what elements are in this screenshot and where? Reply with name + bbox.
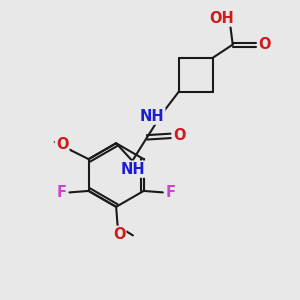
Text: O: O <box>258 37 271 52</box>
Text: O: O <box>173 128 186 143</box>
Text: OH: OH <box>209 11 234 26</box>
Text: F: F <box>56 185 66 200</box>
Text: O: O <box>113 227 125 242</box>
Text: NH: NH <box>140 109 164 124</box>
Text: O: O <box>56 137 68 152</box>
Text: NH: NH <box>121 162 145 177</box>
Text: F: F <box>166 185 176 200</box>
